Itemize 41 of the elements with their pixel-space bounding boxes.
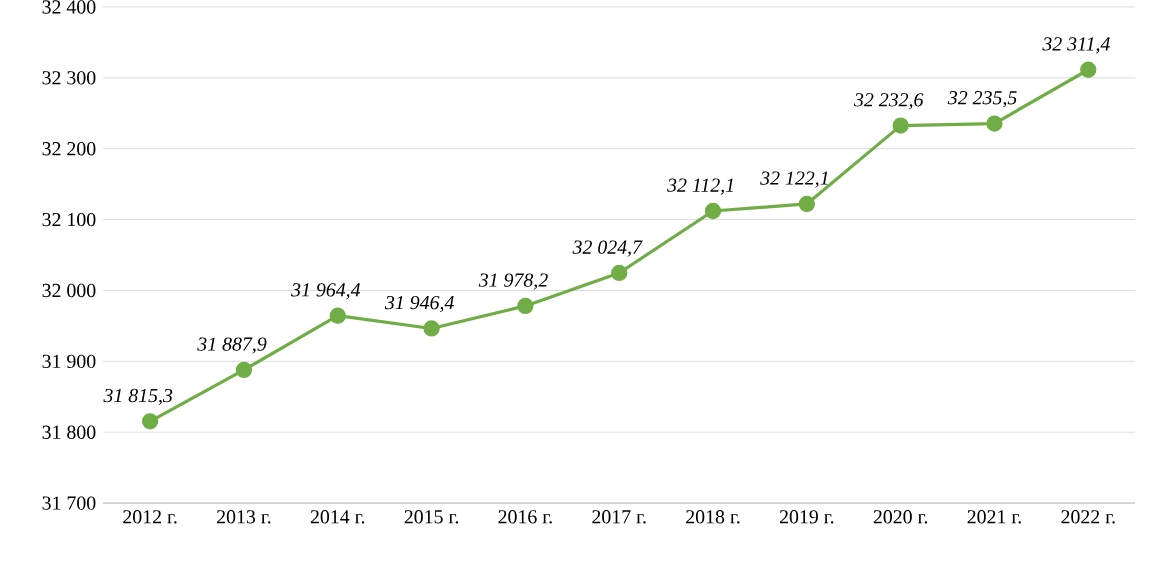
y-tick-label: 31 700 bbox=[42, 496, 96, 510]
data-label: 31 887,9 bbox=[197, 337, 267, 354]
x-tick-label: 2012 г. bbox=[123, 510, 177, 524]
point bbox=[329, 307, 346, 325]
point bbox=[235, 361, 253, 379]
y-tick-label: 32 000 bbox=[42, 283, 96, 298]
point bbox=[704, 203, 722, 220]
data-label: 32 232,6 bbox=[853, 93, 924, 110]
y-tick-label: 31 800 bbox=[42, 425, 96, 440]
x-tick-label: 2017 г. bbox=[592, 510, 646, 524]
data-label: 31 946,4 bbox=[384, 296, 454, 313]
x-tick-label: 2019 г. bbox=[779, 510, 834, 524]
y-tick-label: 31 900 bbox=[42, 354, 96, 369]
data-label: 32 122,1 bbox=[760, 171, 828, 188]
data-label: 32 311,4 bbox=[1042, 37, 1110, 54]
y-tick-label: 32 200 bbox=[42, 142, 96, 156]
data-label: 31 978,2 bbox=[478, 273, 548, 290]
point bbox=[423, 320, 440, 337]
x-tick-label: 2016 г. bbox=[498, 510, 552, 524]
x-tick-label: 2018 г. bbox=[686, 510, 740, 524]
data-label: 32 112,1 bbox=[667, 178, 733, 195]
point bbox=[892, 117, 909, 134]
data-label: 32 024,7 bbox=[572, 240, 643, 257]
point bbox=[611, 265, 628, 282]
x-tick-label: 2022 г. bbox=[1061, 510, 1115, 524]
point bbox=[1080, 61, 1097, 79]
y-tick-label: 32 400 bbox=[42, 0, 96, 14]
data-label: 31 964,4 bbox=[291, 283, 361, 300]
y-tick-label: 32 300 bbox=[42, 71, 96, 85]
point bbox=[986, 115, 1003, 132]
x-tick-label: 2013 г. bbox=[217, 510, 271, 524]
point bbox=[517, 297, 534, 315]
point bbox=[798, 195, 815, 213]
x-tick-label: 2015 г. bbox=[404, 510, 459, 524]
x-tick-label: 2021 г. bbox=[967, 510, 1021, 524]
x-tick-label: 2014 г. bbox=[310, 510, 365, 524]
y-tick-label: 32 100 bbox=[42, 213, 96, 227]
data-label: 32 235,5 bbox=[947, 91, 1017, 108]
point bbox=[141, 413, 159, 430]
data-label: 31 815,3 bbox=[103, 389, 173, 406]
x-tick-label: 2020 г. bbox=[873, 510, 928, 524]
